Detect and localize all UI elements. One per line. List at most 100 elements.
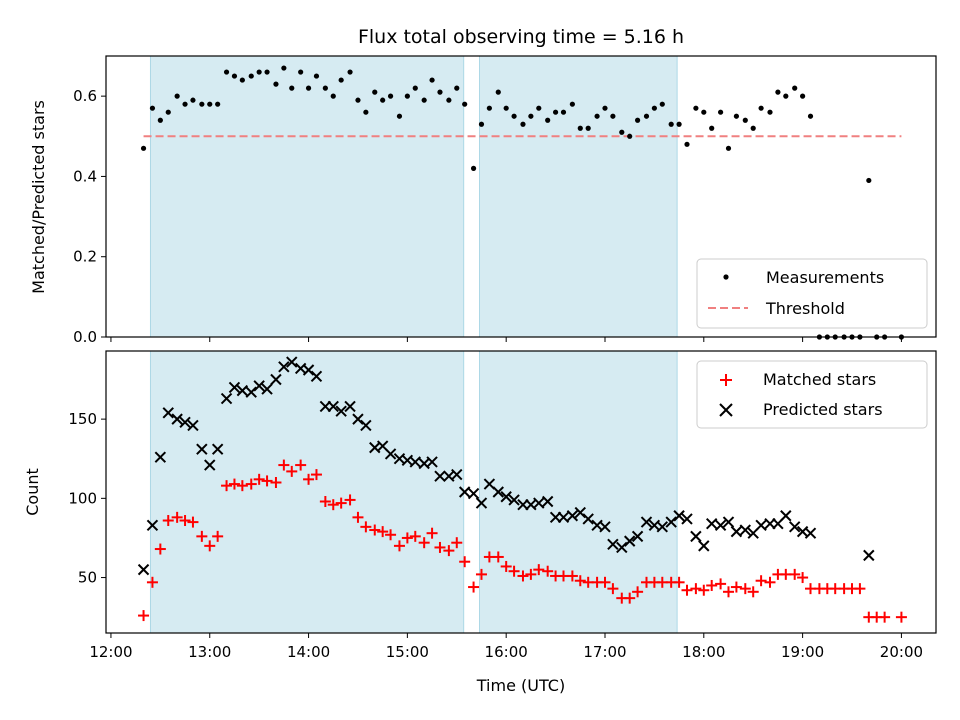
matched-star-point [344,494,356,506]
matched-star-point [310,469,322,481]
matched-star-point [385,529,397,541]
top-y-axis-label: Matched/Predicted stars [29,100,48,294]
bottom-y-ticks: 50 100 150 [68,410,106,587]
predicted-star-point [228,381,241,394]
legend-matched-marker [720,374,732,386]
measurement-point [281,65,287,71]
top-shaded-span-1 [479,55,678,338]
matched-star-point [401,532,413,544]
measurement-point [313,73,320,79]
predicted-star-point [434,470,446,482]
measurement-point [404,93,410,99]
predicted-star-point [179,416,191,428]
matched-star-point [632,586,644,598]
measurement-point [437,89,443,95]
matched-star-point [797,572,809,584]
matched-star-point [698,584,710,596]
predicted-star-point [302,364,315,376]
matched-star-point [566,570,578,582]
matched-star-point [500,560,512,572]
predicted-star-point [623,535,636,547]
matched-star-point [286,465,298,477]
chart-title: Flux total observing time = 5.16 h [358,26,684,48]
predicted-star-point [557,511,570,524]
measurement-point [750,125,756,131]
predicted-star-point [236,384,249,397]
measurement-point [289,85,295,91]
matched-star-point [171,511,183,523]
measurement-point [866,177,872,184]
measurement-point [693,105,699,111]
measurement-point [199,101,205,107]
predicted-star-point [656,521,669,533]
predicted-star-point [500,491,512,503]
matched-star-point [681,584,693,596]
predicted-star-point [360,419,372,432]
predicted-star-point [278,361,290,373]
measurement-point [305,85,312,91]
measurement-point [792,85,798,91]
predicted-star-point [409,456,421,468]
matched-star-point [508,565,520,577]
measurement-point [725,145,732,151]
top-legend: Measurements Threshold [696,258,928,329]
legend-measurements-label: Measurements [766,268,884,287]
measurement-point [545,117,551,123]
measurement-point [495,89,501,95]
predicted-star-point [426,456,438,468]
bottom-x-ticks: 12:00 13:00 14:00 15:00 16:00 17:00 18:00 19:00… [89,633,923,661]
measurement-point [347,69,353,75]
measurement-point [577,125,583,131]
measurement-point [634,117,641,123]
measurement-point [503,105,509,111]
predicted-star-point [582,513,594,525]
matched-star-point [715,578,727,590]
predicted-star-point [665,516,677,528]
predicted-star-point [146,519,159,531]
measurement-point [412,85,418,91]
predicted-star-point [690,530,702,543]
matched-star-point [690,583,702,595]
measurement-point [273,81,279,87]
predicted-star-point [171,413,183,425]
matched-star-point [278,459,290,471]
matched-star-point [895,611,907,623]
predicted-star-point [722,516,735,528]
measurement-point [256,69,262,75]
predicted-star-point [788,521,801,533]
measurement-point [560,109,567,115]
matched-star-point [409,530,421,542]
predicted-star-point [705,517,718,530]
measurement-point [585,125,591,131]
matched-star-point [303,473,315,485]
predicted-star-point [344,400,356,413]
matched-star-point [146,576,158,588]
matched-star-point [475,568,487,580]
predicted-star-point [187,419,199,432]
predicted-star-point [631,530,644,543]
matched-star-point [377,526,389,538]
x-tick-label: 15:00 [386,643,429,661]
matched-star-point [542,565,554,577]
matched-star-point [789,568,801,580]
measurement-point [298,69,304,75]
predicted-star-point [137,563,150,576]
measurement-point [387,93,394,99]
matched-star-point [451,537,463,549]
matched-star-point [196,530,208,542]
predicted-star-point [566,510,579,522]
measurement-point [594,113,600,119]
x-tick-label: 16:00 [485,643,528,661]
predicted-star-point [451,468,463,481]
predicted-star-point [204,459,216,471]
matched-star-point [360,521,372,533]
matched-star-point [162,515,174,527]
predicted-star-point [673,510,685,522]
measurement-point [355,97,361,103]
predicted-star-point [384,448,397,460]
matched-star-point [187,516,199,528]
predicted-star-point [261,383,273,395]
bottom-legend-box [696,360,928,429]
predicted-star-point [286,356,298,368]
matched-star-point [236,480,248,492]
